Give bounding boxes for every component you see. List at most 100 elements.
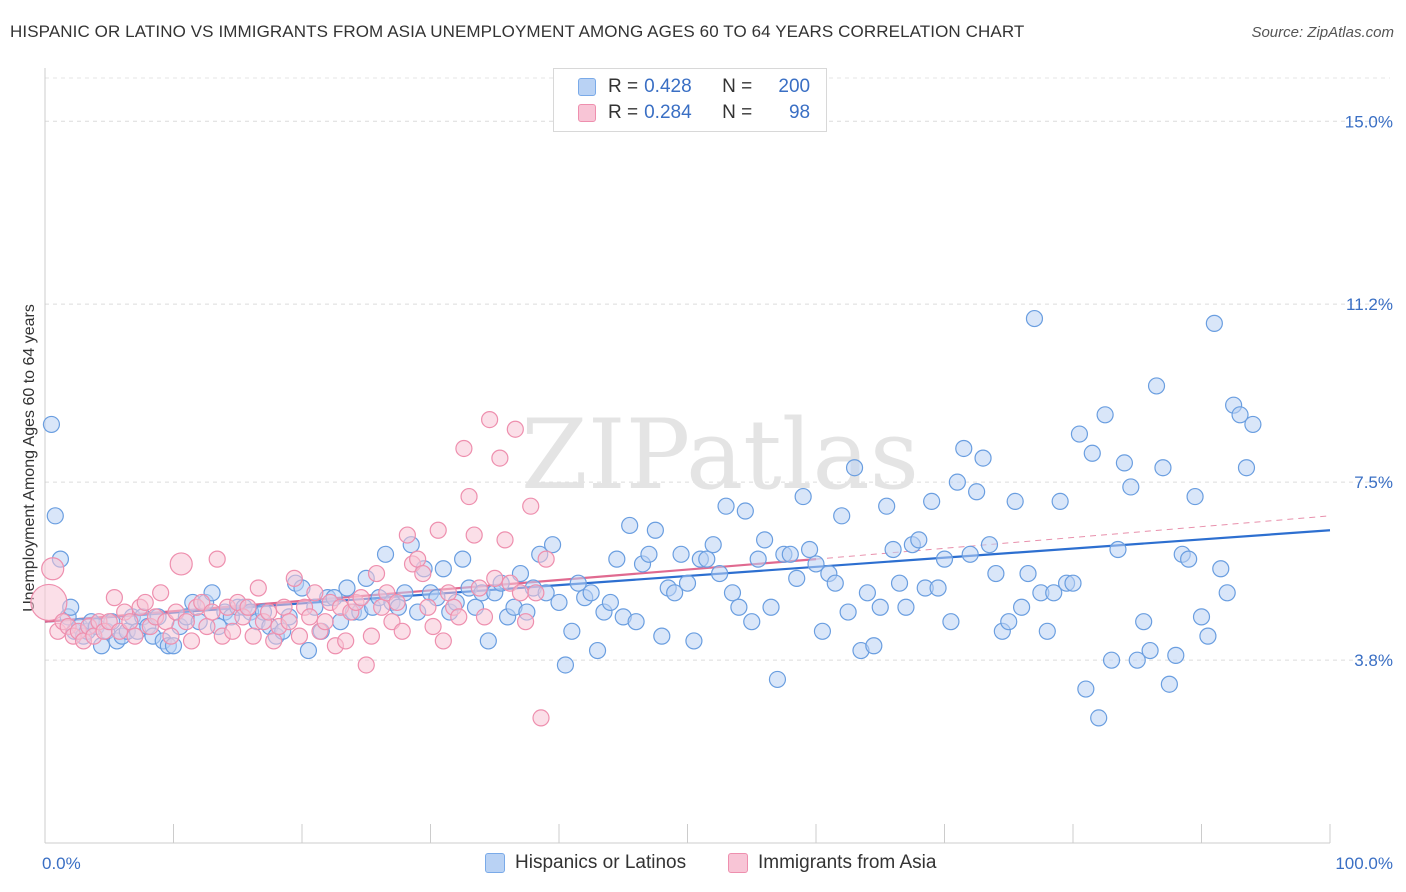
bottom-legend-asia: Immigrants from Asia (728, 852, 936, 874)
point-hispanic (826, 574, 844, 592)
point-hispanic (1212, 560, 1230, 578)
bottom-legend-label: Immigrants from Asia (758, 852, 937, 873)
point-hispanic (730, 598, 748, 616)
legend: R = 0.428 N = 200 R = 0.284 N = 98 (553, 68, 827, 132)
point-asia (126, 627, 144, 645)
point-hispanic (1154, 459, 1172, 477)
point-hispanic (1012, 598, 1031, 616)
point-hispanic (1109, 540, 1127, 559)
point-hispanic (1237, 459, 1256, 477)
point-hispanic (1051, 492, 1069, 510)
point-asia (414, 564, 432, 583)
point-asia (481, 411, 499, 429)
point-asia (424, 617, 442, 636)
point-hispanic (1019, 564, 1037, 583)
point-hispanic (685, 632, 703, 650)
point-asia (465, 526, 483, 544)
legend-n-label: N = (722, 102, 753, 123)
point-hispanic (987, 564, 1005, 583)
point-asia (393, 622, 411, 640)
point-hispanic (1192, 608, 1211, 626)
point-hispanic (1180, 550, 1198, 568)
point-hispanic (1160, 675, 1178, 693)
point-hispanic (1244, 415, 1262, 434)
legend-n-value: 200 (778, 76, 811, 97)
bottom-legend-hispanic: Hispanics or Latinos (485, 852, 686, 874)
point-asia (475, 608, 494, 626)
point-asia (491, 449, 509, 467)
point-asia (198, 617, 216, 636)
point-asia (265, 632, 283, 650)
point-asia (290, 627, 309, 645)
point-hispanic (704, 536, 722, 554)
point-hispanic (434, 560, 452, 578)
point-hispanic (46, 507, 64, 525)
point-hispanic (865, 637, 883, 655)
point-hispanic (1231, 406, 1249, 424)
point-asia (439, 584, 458, 602)
point-hispanic (717, 497, 735, 515)
point-hispanic (454, 550, 472, 568)
point-asia (367, 564, 386, 583)
x-tick-label: 100.0% (1335, 854, 1393, 873)
point-hispanic (736, 502, 754, 520)
point-hispanic (768, 670, 787, 689)
point-asia (30, 583, 68, 622)
point-asia (249, 579, 267, 597)
point-hispanic (723, 584, 742, 602)
point-hispanic (1045, 584, 1063, 602)
trend-line-asia-extension (815, 515, 1331, 560)
point-asia (275, 598, 293, 616)
point-hispanic (890, 574, 909, 592)
point-asia (208, 550, 226, 568)
point-hispanic (1141, 641, 1159, 660)
data-points (30, 309, 1262, 727)
point-asia (470, 579, 488, 597)
legend-swatch-hispanic (578, 78, 596, 96)
point-hispanic (569, 574, 587, 592)
point-asia (280, 613, 298, 631)
point-hispanic (1038, 622, 1056, 640)
point-hispanic (897, 598, 915, 616)
y-tick-label: 3.8% (1354, 651, 1393, 670)
point-hispanic (884, 540, 902, 559)
legend-r-label: R = (608, 76, 639, 97)
point-hispanic (807, 555, 825, 573)
point-asia (203, 603, 221, 621)
legend-n-value: 98 (788, 102, 811, 123)
point-hispanic (839, 603, 857, 621)
point-hispanic (974, 449, 992, 467)
point-hispanic (1115, 454, 1134, 472)
point-asia (362, 627, 380, 645)
point-hispanic (698, 550, 716, 568)
legend-row-hispanic: R = 0.428 N = 200 (578, 75, 810, 99)
bottom-legend-swatch-asia (728, 853, 748, 873)
point-hispanic (942, 613, 960, 631)
point-hispanic (653, 627, 671, 645)
watermark: ZIPatlas (521, 399, 919, 511)
point-hispanic (980, 536, 999, 554)
point-hispanic (1006, 492, 1024, 510)
point-asia (455, 439, 473, 458)
point-hispanic (1064, 574, 1082, 592)
point-hispanic (1000, 613, 1018, 631)
point-hispanic (923, 492, 941, 510)
point-hispanic (1128, 651, 1146, 669)
point-hispanic (781, 545, 799, 563)
point-asia (537, 550, 555, 568)
point-hispanic (479, 632, 497, 650)
point-asia (177, 613, 195, 631)
point-hispanic (627, 613, 645, 631)
point-hispanic (845, 459, 864, 477)
bottom-legend: Hispanics or Latinos Immigrants from Asi… (0, 852, 1406, 878)
point-asia (169, 552, 193, 576)
point-hispanic (749, 550, 767, 568)
bottom-legend-swatch-hispanic (485, 853, 505, 873)
point-hispanic (910, 531, 928, 549)
point-hispanic (858, 584, 877, 602)
point-hispanic (800, 540, 819, 559)
point-asia (285, 569, 303, 587)
legend-n-label: N = (722, 76, 753, 97)
point-hispanic (1102, 651, 1121, 669)
